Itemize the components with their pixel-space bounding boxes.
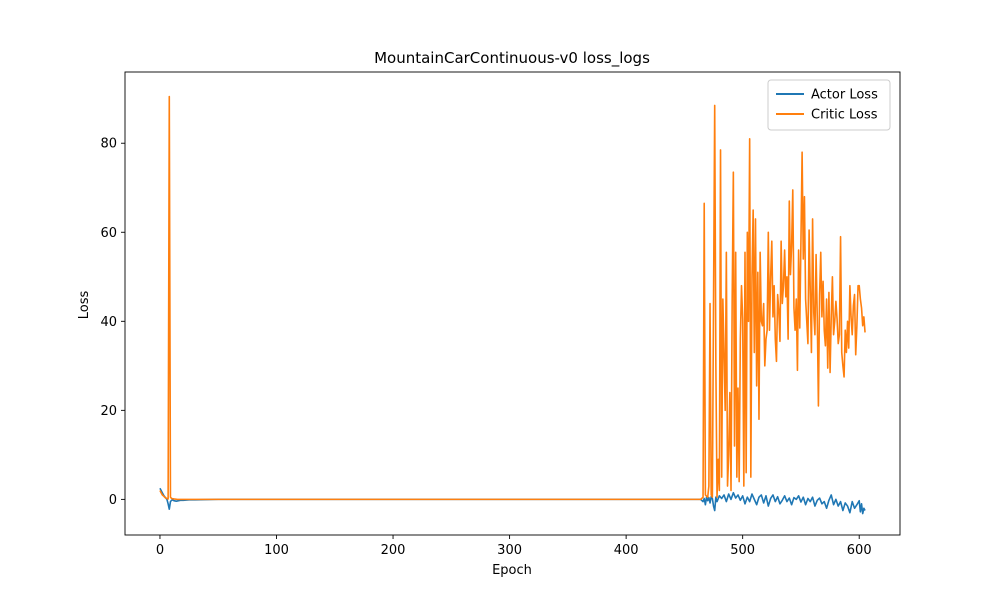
y-tick-label: 0: [109, 493, 117, 508]
legend-box: [767, 79, 891, 131]
x-tick-label: 100: [264, 543, 289, 558]
x-tick-label: 200: [381, 543, 406, 558]
legend-label-critic-loss: Critic Loss: [811, 108, 878, 123]
x-axis-label: Epoch: [492, 563, 532, 578]
x-tick-label: 400: [614, 543, 639, 558]
axis-layer: 0 100 200 300 400 500 600 0 20 40 60 80: [100, 71, 901, 558]
plot-frame: [124, 71, 901, 536]
y-tick-label: 60: [100, 226, 117, 241]
y-axis-label: Loss: [77, 291, 92, 320]
legend-label-actor-loss: Actor Loss: [811, 88, 878, 103]
y-tick-label: 80: [100, 137, 117, 152]
y-tick-label: 40: [100, 315, 117, 330]
x-tick-label: 600: [847, 543, 872, 558]
legend: Actor Loss Critic Loss: [767, 79, 891, 131]
series-line-critic-loss: [159, 95, 866, 501]
chart-title: MountainCarContinuous-v0 loss_logs: [374, 49, 650, 68]
series-layer: [159, 95, 866, 515]
x-tick-label: 300: [497, 543, 522, 558]
x-tick-label: 500: [730, 543, 755, 558]
x-tick-label: 0: [156, 543, 164, 558]
y-tick-label: 20: [100, 404, 117, 419]
